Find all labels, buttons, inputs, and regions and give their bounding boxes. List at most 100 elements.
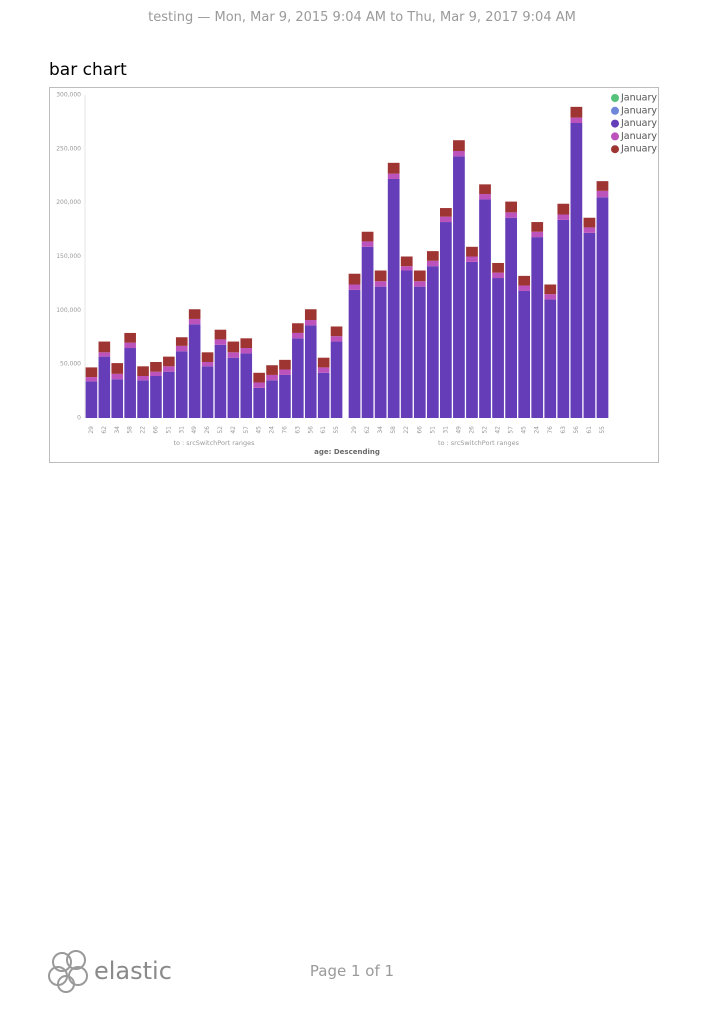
bar-segment [505,212,517,218]
y-tick-label: 150,000 [56,253,81,260]
legend-label: January 3 [620,131,658,142]
bar-segment [400,256,413,267]
x-tick-label: 52 [482,426,489,434]
x-tick-label: 49 [191,426,198,434]
legend-swatch [611,119,619,128]
bar-segment [557,214,570,220]
bar-segment [304,320,317,326]
bar-segment [111,373,124,380]
bar-segment [279,359,291,370]
bar-segment [544,294,557,300]
bar-segment [531,237,544,418]
bar-segment [214,344,227,418]
x-tick-label: 56 [307,426,314,434]
bar-segment [400,270,413,418]
y-tick-label: 250,000 [56,145,81,152]
bar-segment [387,173,400,179]
x-tick-label: 66 [152,426,159,434]
bar-segment [240,353,253,418]
x-tick-label: 29 [88,426,95,434]
bar-segment [531,222,544,232]
bar-segment [240,338,253,349]
bar-segment [227,341,240,353]
bar-segment [227,352,240,358]
x-tick-label: 45 [256,426,263,434]
legend-swatch [611,106,619,115]
bar-segment [137,366,149,377]
x-tick-label: 57 [243,426,250,434]
bar-segment [361,231,374,242]
x-tick-label: 76 [547,426,554,434]
report-header: testing — Mon, Mar 9, 2015 9:04 AM to Th… [148,10,576,25]
bar-segment [505,201,517,213]
bar-segment [85,367,98,378]
bar-segment [466,246,478,257]
x-tick-label: 58 [390,426,397,434]
bar-segment [253,372,265,383]
bar-segment [374,270,387,282]
x-tick-label: 62 [364,426,371,434]
bar-segment [570,106,583,118]
bar-segment [518,290,531,418]
bar-segment [266,365,278,375]
y-tick-label: 100,000 [56,307,81,314]
bar-segment [85,381,98,418]
bar-segment [440,216,452,223]
x-tick-label: 76 [281,426,288,434]
x-tick-label: 45 [521,426,528,434]
bar-segment [266,374,278,381]
bar-segment [544,299,557,418]
bar-segment [150,362,162,372]
y-tick-label: 50,000 [60,361,81,368]
bar-segment [413,281,426,287]
bar-segment [466,261,478,418]
chart-frame: 0 50,000 100,000 150,000 200,000 250,000 300,0… [49,87,666,463]
x-tick-label: 26 [204,426,211,434]
bar-segment [163,371,175,418]
bar-segment [440,222,452,418]
bar-segment [253,387,265,418]
legend-label: January 3 [620,118,658,129]
bar-segment [453,140,465,151]
bar-segment [492,262,504,273]
bar-segment [505,217,517,418]
y-tick-label: 200,000 [56,199,81,206]
bar-segment [400,266,413,271]
x-tick-label: 31 [178,426,185,434]
x-tick-label: 57 [508,426,515,434]
bar-segment [570,117,583,123]
y-tick-label: 0 [77,415,81,422]
bar-segment [348,289,361,418]
bar-segment [330,326,343,337]
bar-segment [596,197,609,418]
bar-segment [188,309,201,319]
bar-segment [466,256,478,262]
bar-segment [85,377,98,382]
x-tick-label: 63 [294,426,301,434]
bar-segment [453,156,465,418]
bar-segment [137,376,149,381]
x-tick-label: 31 [442,426,449,434]
legend-swatch [611,94,619,102]
x-tick-label: 34 [114,426,121,434]
x-tick-label: 61 [586,426,593,434]
bar-segment [440,208,452,217]
bar-segment [111,379,124,418]
x-tick-label: 58 [127,426,134,434]
bar-segment [531,231,544,238]
bar-segment [479,194,491,200]
bar-segment [479,199,491,418]
legend-label: January 3 [620,93,658,104]
x-tick-label: 34 [377,426,384,434]
bar-segment [111,363,124,374]
bar-segment [98,356,111,418]
bar-segment [596,190,609,198]
x-tick-label: 22 [403,426,410,434]
panel-x-label: to : srcSwitchPort ranges [173,439,255,447]
bar-segment [292,338,304,418]
x-axis-label: age: Descending [314,448,380,456]
bar-segment [227,357,240,418]
bar-segment [304,309,317,321]
bar-segment [150,371,162,377]
bar-segment [201,362,214,367]
